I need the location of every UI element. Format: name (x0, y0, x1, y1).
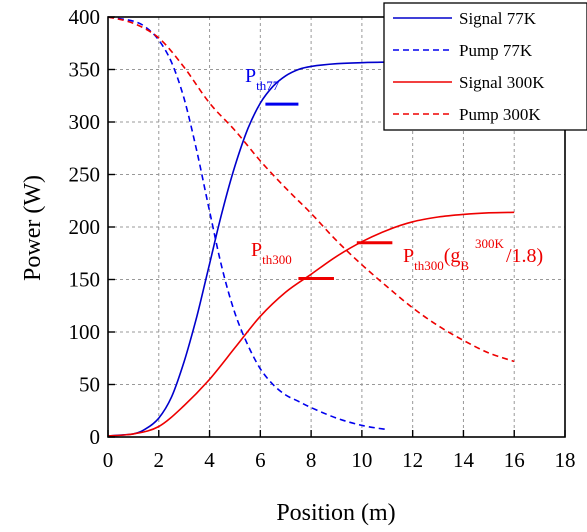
legend-items: Signal 77K Pump 77K Signal 300K Pump 300K (393, 9, 545, 124)
annotation-pth77: Pth77 (245, 65, 280, 93)
annotation-gb-sup: 300K (475, 236, 505, 251)
y-tick-label: 0 (90, 425, 101, 449)
x-tick-label: 18 (555, 448, 576, 472)
annotation-gb-end: /1.8) (506, 245, 543, 267)
x-axis-title: Position (m) (276, 500, 395, 526)
series-line-1 (107, 16, 388, 431)
series-line-2 (107, 211, 515, 437)
y-tick-label: 400 (69, 5, 101, 29)
x-tick-label: 4 (204, 448, 215, 472)
annotation-pth77-sub: th77 (256, 78, 280, 93)
annotation-pth300-main: P (251, 239, 262, 261)
x-tick-label: 14 (453, 448, 475, 472)
annotation-gb-sub: th300 (414, 258, 444, 273)
legend-label-3: Pump 300K (459, 105, 541, 124)
threshold-marks (265, 102, 393, 280)
annotation-pth77-main: P (245, 65, 256, 87)
annotation-pth300-gb: Pth300(gB 300K/1.8) (403, 236, 543, 273)
series-line-3 (107, 16, 515, 363)
y-tick-label: 150 (69, 268, 101, 292)
x-tick-label: 12 (402, 448, 423, 472)
annotation-pth300: Pth300 (251, 239, 292, 267)
y-tick-label: 250 (69, 163, 101, 187)
annotation-pth300-sub: th300 (262, 252, 292, 267)
x-tick-label: 16 (504, 448, 525, 472)
legend: Signal 77K Pump 77K Signal 300K Pump 300K (383, 2, 587, 131)
annotation-gb-tail: (g (444, 245, 461, 267)
x-tick-label: 8 (306, 448, 317, 472)
legend-label-0: Signal 77K (459, 9, 537, 28)
x-tick-label: 6 (255, 448, 266, 472)
annotation-gb-main: P (403, 245, 414, 267)
y-tick-label: 200 (69, 215, 101, 239)
y-tick-label: 50 (79, 373, 100, 397)
x-tick-label: 0 (103, 448, 114, 472)
series-line-0 (107, 61, 388, 437)
axis-ticks: 0 2 4 6 8 10 12 14 16 18 0 50 100 150 200 250 300 350 400 (69, 5, 576, 472)
x-tick-label: 10 (351, 448, 372, 472)
legend-label-1: Pump 77K (459, 41, 533, 60)
y-tick-label: 100 (69, 320, 101, 344)
legend-box (383, 2, 587, 131)
y-tick-label: 350 (69, 58, 101, 82)
annotation-gb-sub2: B (460, 258, 469, 273)
x-tick-label: 2 (154, 448, 165, 472)
y-axis-title: Power (W) (20, 175, 46, 281)
y-tick-label: 300 (69, 110, 101, 134)
series-group (107, 16, 515, 437)
legend-label-2: Signal 300K (459, 73, 545, 92)
